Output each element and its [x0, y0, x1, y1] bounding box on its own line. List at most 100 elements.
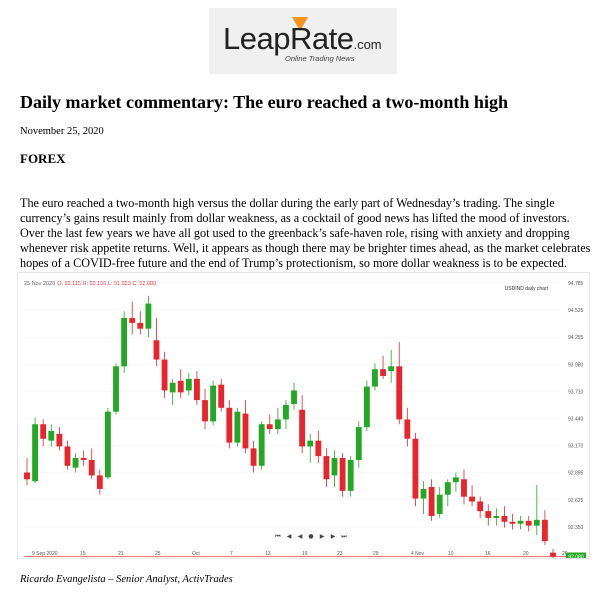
chart-nav-button[interactable]: ⏭	[341, 533, 347, 540]
chart-date-text: 25 Nov 2020	[24, 281, 55, 287]
candle-body	[242, 413, 249, 449]
y-tick-label: 93.440	[568, 417, 584, 423]
leaprate-logo[interactable]: LeapRate.com Online Trading News	[209, 8, 397, 74]
y-tick-label: 94.785	[568, 281, 584, 287]
price-chart[interactable]: 25 Nov 2020 O: 92.115 H: 92.156 L: 91.923…	[17, 272, 590, 559]
candle-body	[331, 458, 338, 476]
y-tick-label: 92.625	[568, 498, 584, 504]
candle-body	[210, 385, 217, 422]
candle-body	[145, 303, 152, 329]
candle-body	[161, 359, 168, 391]
x-tick-label: 20	[523, 551, 529, 557]
candle-body	[428, 487, 435, 516]
chart-nav-button[interactable]: ◀	[298, 533, 303, 540]
chart-nav-button[interactable]: ▶	[331, 533, 336, 540]
candle-body	[234, 411, 241, 443]
candle-body	[153, 340, 160, 360]
candle-body	[323, 456, 330, 480]
candle-body	[80, 458, 87, 460]
y-tick-label: 94.255	[568, 335, 584, 341]
candle-body	[550, 552, 556, 557]
candle-body	[177, 380, 184, 393]
x-tick-label: 21	[118, 551, 124, 557]
candle-body	[64, 446, 71, 466]
candle-body	[258, 424, 265, 466]
candle-body	[88, 459, 95, 476]
logo-wordmark: LeapRate.com	[223, 21, 382, 57]
article-date: November 25, 2020	[20, 126, 104, 137]
x-tick-label: 23	[337, 551, 343, 557]
article-body: The euro reached a two-month high versus…	[20, 196, 591, 270]
candle-body	[380, 369, 386, 376]
logo-suffix: .com	[353, 37, 382, 52]
candle-body	[485, 511, 492, 518]
candle-body	[444, 482, 451, 495]
candle-body	[412, 438, 419, 499]
candle-body	[185, 378, 192, 391]
candle-body	[452, 477, 459, 483]
y-tick-label: 94.525	[568, 308, 584, 314]
candle-body	[339, 458, 346, 491]
logo-name: LeapRate	[223, 21, 354, 56]
candle-body	[388, 366, 395, 372]
candle-body	[218, 384, 225, 408]
candle-body	[525, 520, 532, 526]
candle-body	[299, 409, 306, 447]
candle-body	[420, 488, 427, 499]
candle-body	[129, 318, 136, 323]
candle-body	[315, 440, 322, 457]
chart-nav-button[interactable]: ◀	[287, 533, 292, 540]
candle-body	[169, 382, 176, 393]
candle-body	[436, 494, 443, 515]
current-price-badge	[566, 552, 586, 558]
candle-body	[56, 433, 63, 447]
candle-body	[307, 440, 314, 447]
candle-body	[72, 458, 79, 468]
candle-body	[250, 448, 257, 466]
chart-symbol: USDIND daily chart	[505, 286, 549, 292]
chart-date: 25 Nov 2020 O: 92.115 H: 92.156 L: 91.923…	[24, 281, 156, 287]
chart-nav-button[interactable]: ▶	[320, 533, 325, 540]
article-title: Daily market commentary: The euro reache…	[20, 92, 508, 112]
current-price-label: 92.080	[568, 555, 584, 558]
x-tick-label: 19	[302, 551, 308, 557]
candle-body	[202, 400, 208, 422]
x-tick-label: 16	[485, 551, 491, 557]
candle-body	[509, 521, 516, 524]
candle-body	[48, 431, 55, 441]
y-tick-label: 92.895	[568, 471, 584, 477]
logo-tagline: Online Trading News	[285, 54, 355, 63]
candle-body	[274, 419, 281, 430]
candle-body	[404, 419, 411, 439]
candle-body	[396, 366, 403, 420]
candlestick-chart-svg[interactable]: 25 Nov 2020 O: 92.115 H: 92.156 L: 91.923…	[18, 273, 589, 558]
candle-body	[113, 366, 119, 412]
x-tick-label: Oct	[192, 551, 200, 557]
candle-body	[493, 515, 500, 518]
candle-body	[477, 501, 484, 512]
chart-ohlc-text: O: 92.115 H: 92.156 L: 91.923 C: 92.080	[57, 281, 156, 287]
candle-body	[372, 369, 378, 387]
logo-arrow-icon	[292, 17, 308, 31]
candle-body	[40, 424, 47, 439]
chart-nav-button[interactable]: ●	[308, 533, 313, 540]
candle-body	[266, 424, 273, 430]
x-tick-label: 9 Sep 2020	[32, 551, 58, 557]
x-tick-label: 7	[230, 551, 233, 557]
chart-navigation-controls[interactable]: ⏮ ◀ ◀ ● ▶ ▶ ⏭	[275, 533, 347, 540]
x-tick-label: 13	[265, 551, 271, 557]
candle-body	[517, 520, 524, 524]
chart-nav-button[interactable]: ⏮	[275, 533, 281, 540]
candle-body	[355, 427, 362, 460]
x-tick-label: 15	[80, 551, 86, 557]
y-tick-label: 93.710	[568, 389, 584, 395]
candle-body	[105, 411, 111, 478]
candle-body	[137, 322, 144, 329]
candle-body	[24, 472, 30, 480]
candle-body	[194, 378, 200, 401]
candle-body	[541, 519, 548, 542]
candle-body	[291, 390, 297, 404]
section-heading: FOREX	[20, 151, 66, 166]
y-tick-label: 92.350	[568, 525, 584, 531]
candle-body	[461, 479, 467, 497]
